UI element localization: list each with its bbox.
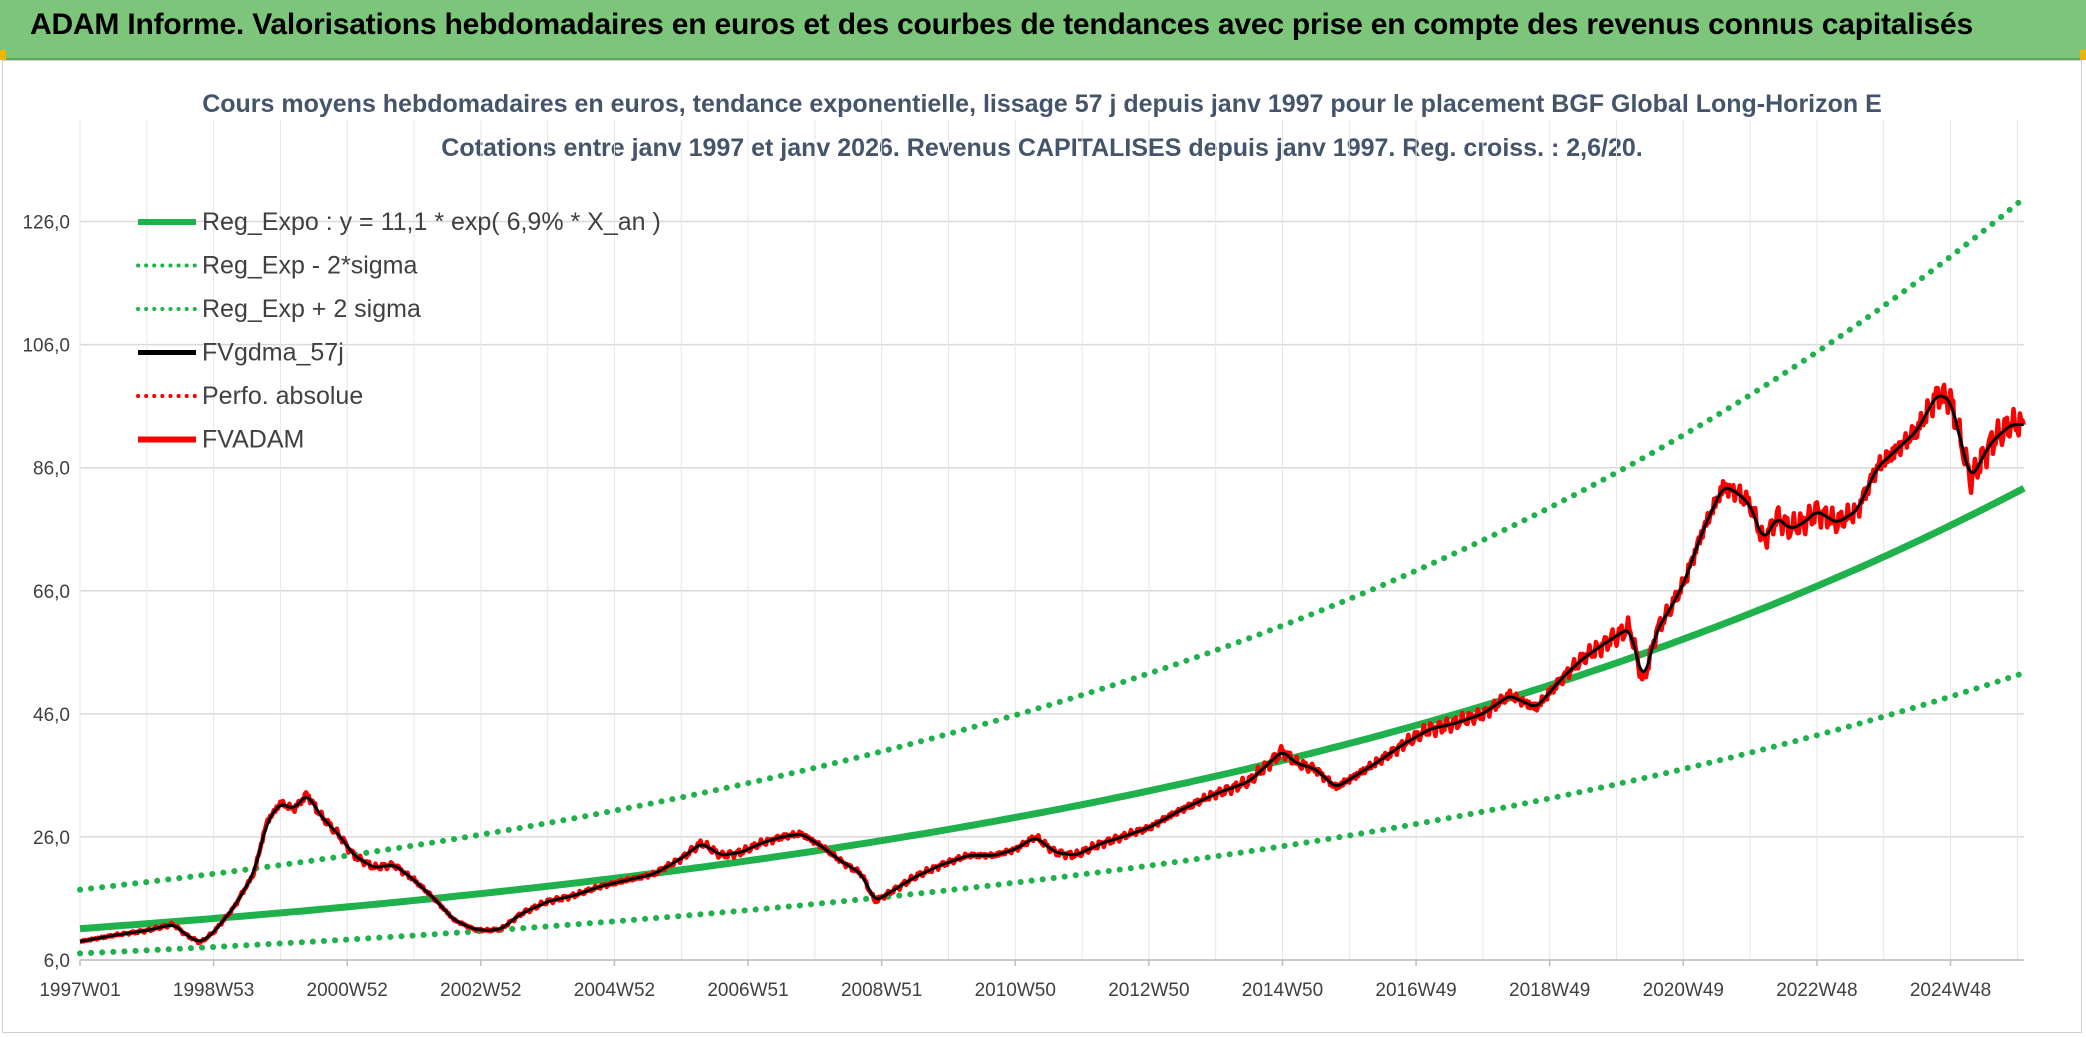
x-tick-label: 2000W52 (307, 980, 388, 1001)
legend-item-fvgdma-57j: FVgdma_57j (138, 339, 344, 367)
y-tick-label: 66,0 (33, 582, 70, 603)
x-tick-label: 2002W52 (440, 980, 521, 1001)
x-tick-label: 2024W48 (1910, 980, 1991, 1001)
legend-item-reg-exp-2-sigma: Reg_Exp + 2 sigma (136, 295, 421, 323)
y-tick-label: 106,0 (22, 336, 70, 357)
x-tick-label: 2008W51 (841, 980, 922, 1001)
x-tick-label: 2022W48 (1776, 980, 1857, 1001)
series-fvadam (79, 382, 2026, 946)
y-tick-label: 6,0 (44, 951, 70, 972)
legend-item-reg-exp-2-sigma: Reg_Exp - 2*sigma (136, 252, 417, 280)
x-tick-label: 2016W49 (1375, 980, 1456, 1001)
legend-label: Reg_Exp - 2*sigma (202, 252, 417, 280)
x-tick-label: 2012W50 (1108, 980, 1189, 1001)
plot-area (77, 195, 2027, 957)
chart-title: Cours moyens hebdomadaires en euros, ten… (202, 90, 1882, 118)
legend-label: Reg_Exp + 2 sigma (202, 295, 421, 323)
grid (79, 120, 2024, 961)
y-axis: 6,0 26,0 46,0 66,0 86,0 106,0 126,0 (22, 213, 70, 972)
x-tick-label: 1997W01 (39, 980, 120, 1001)
legend-label: Perfo. absolue (202, 382, 363, 410)
x-tick-label: 2006W51 (707, 980, 788, 1001)
series-reg-expo-y-11-1-exp-6-9-x-an (79, 485, 2026, 933)
legend-label: FVADAM (202, 426, 304, 454)
y-tick-label: 26,0 (33, 828, 70, 849)
y-tick-label: 46,0 (33, 705, 70, 726)
legend-item-perfo-absolue: Perfo. absolue (136, 382, 363, 410)
legend-label: Reg_Expo : y = 11,1 * exp( 6,9% * X_an ) (202, 208, 661, 236)
banner-title: ADAM Informe. Valorisations hebdomadaire… (30, 8, 1973, 41)
x-tick-label: 2020W49 (1643, 980, 1724, 1001)
legend-item-fvadam: FVADAM (138, 426, 304, 454)
x-tick-label: 1998W53 (173, 980, 254, 1001)
x-tick-label: 2010W50 (975, 980, 1056, 1001)
chart-frame (2, 60, 2082, 1033)
y-tick-label: 126,0 (22, 213, 70, 234)
x-axis: 1997W01 1998W53 2000W52 2002W52 2004W52 2006W… (39, 959, 2024, 1001)
x-tick-label: 2004W52 (574, 980, 655, 1001)
legend-label: FVgdma_57j (202, 339, 344, 367)
legend-item-reg-expo-y-11-1-exp-6-9-x-an: Reg_Expo : y = 11,1 * exp( 6,9% * X_an ) (138, 208, 661, 236)
legend: Reg_Expo : y = 11,1 * exp( 6,9% * X_an )… (136, 208, 661, 454)
banner: ADAM Informe. Valorisations hebdomadaire… (0, 0, 2086, 60)
y-tick-label: 86,0 (33, 459, 70, 480)
banner-corner-right (2080, 50, 2086, 60)
series-reg-exp-2-sigma (77, 195, 2027, 893)
series-fvgdma-57j (79, 394, 2024, 943)
x-tick-label: 2018W49 (1509, 980, 1590, 1001)
chart-subtitle: Cotations entre janv 1997 et janv 2026. … (441, 134, 1642, 162)
series-reg-exp-2-sigma (77, 669, 2027, 957)
banner-corner-left (0, 50, 6, 60)
x-tick-label: 2014W50 (1242, 980, 1323, 1001)
